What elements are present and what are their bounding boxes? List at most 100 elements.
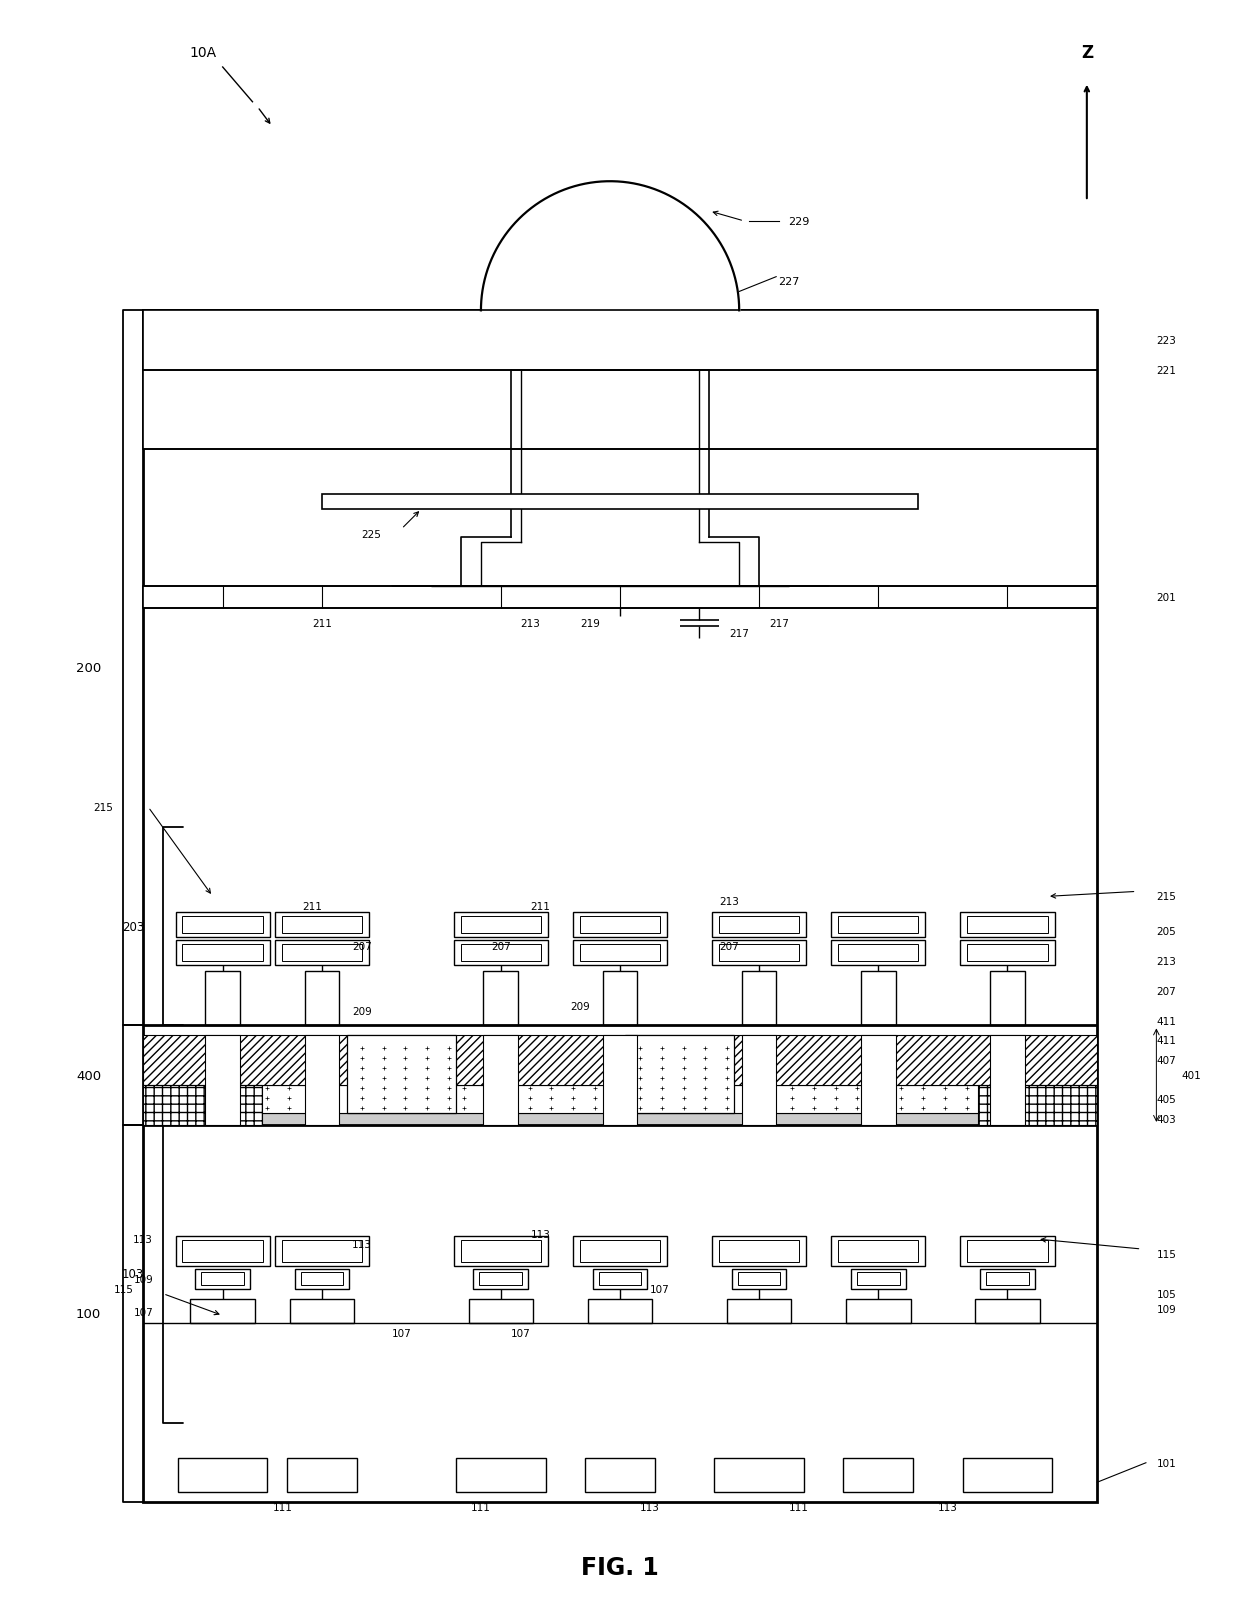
- Text: 227: 227: [779, 276, 800, 286]
- Bar: [469, 1298, 533, 1324]
- Text: 207: 207: [1157, 987, 1176, 996]
- Bar: [295, 1270, 350, 1289]
- Bar: [712, 913, 806, 937]
- Bar: [474, 1270, 528, 1289]
- Text: 103: 103: [123, 1268, 144, 1281]
- Bar: [967, 945, 1048, 961]
- Text: 115: 115: [113, 1284, 133, 1294]
- Bar: [347, 1037, 456, 1114]
- Text: 200: 200: [76, 662, 102, 675]
- Bar: [305, 1037, 340, 1125]
- Bar: [838, 1241, 919, 1261]
- Text: 211: 211: [303, 902, 322, 911]
- Text: 109: 109: [1157, 1303, 1176, 1315]
- Text: 111: 111: [789, 1503, 808, 1512]
- Text: 115: 115: [1157, 1249, 1177, 1260]
- Text: 205: 205: [1157, 927, 1176, 937]
- Text: 111: 111: [471, 1503, 491, 1512]
- Bar: [727, 1298, 791, 1324]
- Text: 111: 111: [273, 1503, 293, 1512]
- Bar: [179, 1458, 268, 1493]
- Bar: [144, 312, 1096, 1503]
- Bar: [176, 913, 270, 937]
- Text: 411: 411: [312, 1046, 332, 1056]
- Bar: [719, 1241, 800, 1261]
- Bar: [714, 1458, 804, 1493]
- Text: 105: 105: [1157, 1289, 1176, 1298]
- Text: 411: 411: [1157, 1037, 1177, 1046]
- Text: 101: 101: [1157, 1458, 1176, 1467]
- Bar: [580, 916, 660, 934]
- Text: 213: 213: [521, 619, 541, 628]
- Bar: [980, 1270, 1034, 1289]
- Text: 209: 209: [352, 1006, 372, 1016]
- Text: 411: 411: [213, 1056, 233, 1065]
- Bar: [144, 587, 1096, 609]
- Bar: [322, 495, 918, 509]
- Bar: [960, 940, 1054, 966]
- Text: 113: 113: [937, 1503, 957, 1512]
- Bar: [454, 940, 548, 966]
- Text: 211: 211: [531, 902, 551, 911]
- Bar: [290, 1298, 355, 1324]
- Bar: [857, 1273, 899, 1286]
- Text: 215: 215: [1157, 892, 1177, 902]
- Bar: [281, 916, 362, 934]
- Text: 107: 107: [650, 1284, 670, 1294]
- Text: 400: 400: [76, 1069, 102, 1082]
- Bar: [719, 916, 800, 934]
- Bar: [454, 913, 548, 937]
- Text: 405: 405: [1157, 1094, 1176, 1104]
- Bar: [300, 1273, 343, 1286]
- Bar: [454, 1236, 548, 1266]
- Bar: [742, 1037, 776, 1125]
- Bar: [593, 1270, 647, 1289]
- Bar: [580, 1241, 660, 1261]
- Bar: [182, 1241, 263, 1261]
- Text: 413: 413: [1007, 1114, 1027, 1125]
- Bar: [831, 940, 925, 966]
- Text: FIG. 1: FIG. 1: [582, 1556, 658, 1578]
- Bar: [603, 1037, 637, 1125]
- Bar: [851, 1270, 905, 1289]
- Text: 100: 100: [76, 1306, 102, 1321]
- Text: 223: 223: [1157, 336, 1177, 346]
- Bar: [144, 1037, 1096, 1085]
- Bar: [967, 1241, 1048, 1261]
- Text: 217: 217: [769, 619, 789, 628]
- Text: 411: 411: [620, 1056, 640, 1065]
- Bar: [712, 940, 806, 966]
- Bar: [977, 1085, 1096, 1125]
- Text: 113: 113: [531, 1229, 551, 1239]
- Bar: [144, 1114, 1096, 1125]
- Text: 207: 207: [352, 942, 372, 951]
- Bar: [831, 1236, 925, 1266]
- Text: 413: 413: [193, 1114, 213, 1125]
- Bar: [962, 1458, 1052, 1493]
- Bar: [838, 916, 919, 934]
- Bar: [460, 916, 541, 934]
- Bar: [144, 1085, 1096, 1114]
- Text: 107: 107: [134, 1306, 154, 1316]
- Bar: [460, 1241, 541, 1261]
- Text: 107: 107: [511, 1329, 531, 1339]
- Bar: [275, 913, 370, 937]
- Bar: [288, 1458, 357, 1493]
- Text: 107: 107: [392, 1329, 412, 1339]
- Text: 409: 409: [392, 1093, 412, 1104]
- Text: 219: 219: [580, 619, 600, 628]
- Bar: [176, 1236, 270, 1266]
- Text: 113: 113: [640, 1503, 660, 1512]
- Text: 411: 411: [1157, 1016, 1177, 1025]
- Bar: [201, 1273, 244, 1286]
- Bar: [712, 1236, 806, 1266]
- Text: 207: 207: [719, 942, 739, 951]
- Text: Z: Z: [1081, 43, 1092, 63]
- Bar: [625, 1037, 734, 1114]
- Bar: [275, 1236, 370, 1266]
- Bar: [573, 913, 667, 937]
- Text: 401: 401: [1182, 1070, 1202, 1080]
- Bar: [967, 916, 1048, 934]
- Text: 209: 209: [570, 1001, 590, 1011]
- Bar: [305, 971, 340, 1025]
